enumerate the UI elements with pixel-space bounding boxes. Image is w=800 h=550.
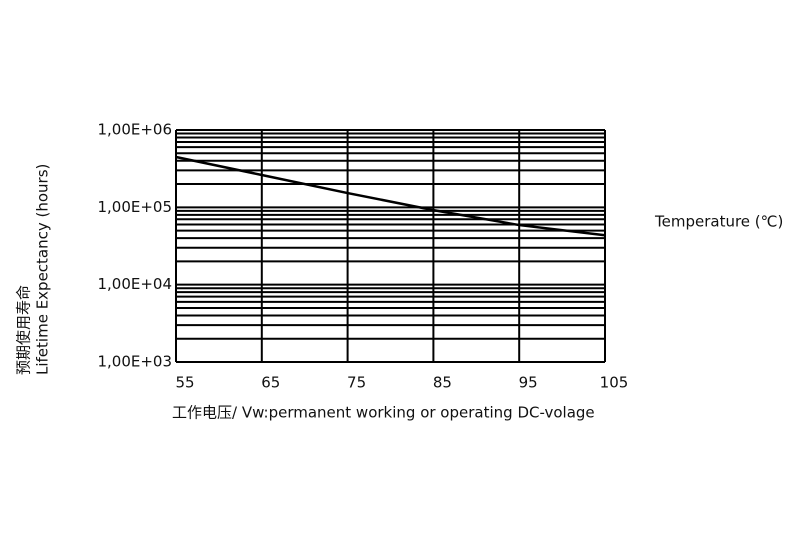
x-tick-label: 55 bbox=[175, 374, 194, 392]
y-axis-label: Lifetime Expectancy (hours) bbox=[34, 164, 52, 375]
x-tick-label: 95 bbox=[519, 374, 538, 392]
y-tick-label: 1,00E+04 bbox=[97, 275, 172, 293]
x-tick-label: 75 bbox=[347, 374, 366, 392]
annotation: Temperature (℃) bbox=[654, 213, 783, 231]
y-axis-label: 预期使用寿命 bbox=[15, 285, 33, 375]
x-axis-label: 工作电压/ Vw:permanent working or operating … bbox=[172, 404, 595, 422]
data-line bbox=[175, 155, 606, 237]
x-tick-label: 65 bbox=[261, 374, 280, 392]
y-tick-label: 1,00E+03 bbox=[97, 353, 172, 371]
x-tick-label: 85 bbox=[433, 374, 452, 392]
y-tick-label: 1,00E+06 bbox=[97, 121, 172, 139]
x-tick-label: 105 bbox=[600, 374, 629, 392]
y-tick-label: 1,00E+05 bbox=[97, 198, 172, 216]
